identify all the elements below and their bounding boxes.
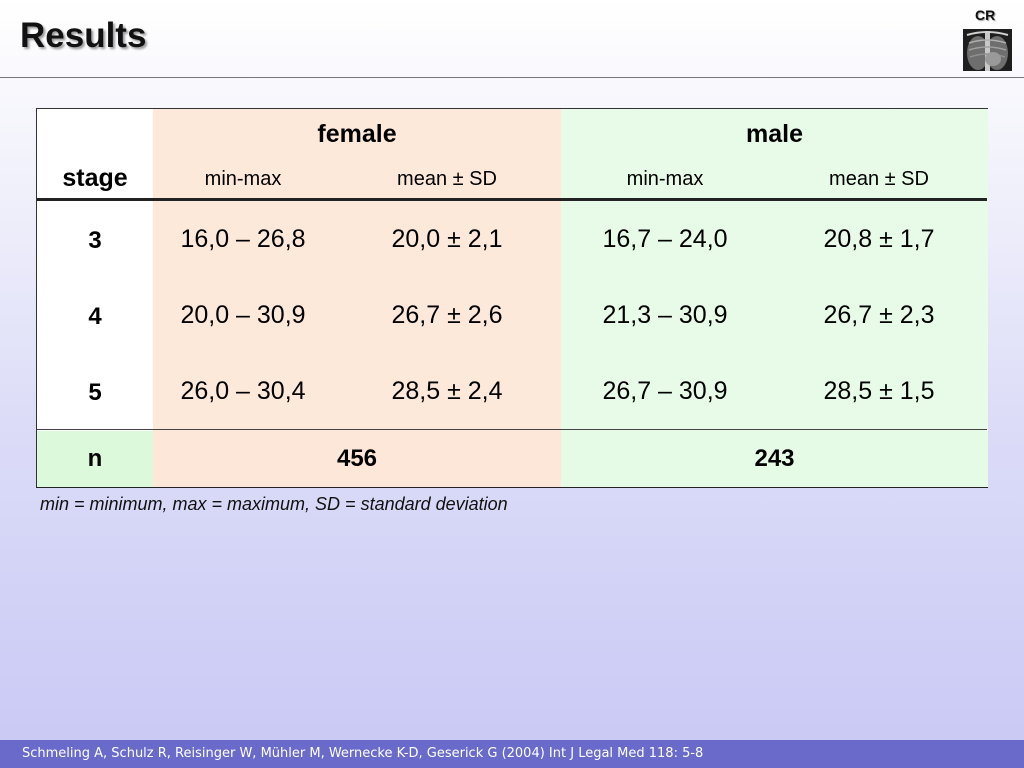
male-mean: 26,7 ± 2,3 bbox=[823, 301, 935, 329]
female-minmax: 26,0 – 30,4 bbox=[180, 377, 306, 405]
male-column-bg bbox=[561, 109, 988, 431]
n-row-stage-bg bbox=[37, 431, 153, 487]
female-minmax: 20,0 – 30,9 bbox=[180, 301, 306, 329]
male-mean: 20,8 ± 1,7 bbox=[823, 225, 935, 253]
female-mean: 26,7 ± 2,6 bbox=[391, 301, 503, 329]
row-stage: 3 bbox=[88, 227, 102, 254]
male-n: 243 bbox=[754, 445, 795, 472]
female-n: 456 bbox=[336, 445, 378, 472]
table-footnote: min = minimum, max = maximum, SD = stand… bbox=[40, 494, 508, 514]
male-minmax-header: min-max bbox=[626, 168, 704, 190]
n-label: n bbox=[87, 445, 103, 472]
female-column-bg bbox=[153, 109, 561, 431]
slide-title: Results bbox=[20, 16, 147, 55]
female-minmax-header: min-max bbox=[204, 168, 282, 190]
male-mean: 28,5 ± 1,5 bbox=[823, 377, 935, 405]
row-stage: 5 bbox=[88, 379, 102, 406]
female-header: female bbox=[317, 120, 397, 148]
results-table: stage female male min-max mean ± SD min-… bbox=[36, 108, 988, 488]
n-row-divider bbox=[37, 429, 987, 430]
stage-header: stage bbox=[62, 164, 128, 192]
citation-text: Schmeling A, Schulz R, Reisinger W, Mühl… bbox=[22, 746, 704, 761]
female-mean: 28,5 ± 2,4 bbox=[391, 377, 503, 405]
citation-bar bbox=[0, 740, 1024, 768]
male-minmax: 26,7 – 30,9 bbox=[602, 377, 728, 405]
male-mean-header: mean ± SD bbox=[829, 168, 929, 190]
male-header: male bbox=[746, 120, 803, 148]
female-mean: 20,0 ± 2,1 bbox=[391, 225, 503, 253]
title-divider bbox=[0, 77, 1024, 78]
row-stage: 4 bbox=[88, 303, 102, 330]
cr-badge: CR bbox=[975, 7, 996, 23]
male-minmax: 16,7 – 24,0 bbox=[602, 225, 728, 253]
header-divider bbox=[37, 198, 987, 201]
n-row-female-bg bbox=[153, 431, 561, 487]
male-minmax: 21,3 – 30,9 bbox=[602, 301, 728, 329]
chest-xray-thumbnail bbox=[963, 29, 1012, 71]
female-mean-header: mean ± SD bbox=[397, 168, 497, 190]
stage-column-bg bbox=[37, 109, 153, 431]
female-minmax: 16,0 – 26,8 bbox=[180, 225, 306, 253]
n-row-male-bg bbox=[561, 431, 988, 487]
